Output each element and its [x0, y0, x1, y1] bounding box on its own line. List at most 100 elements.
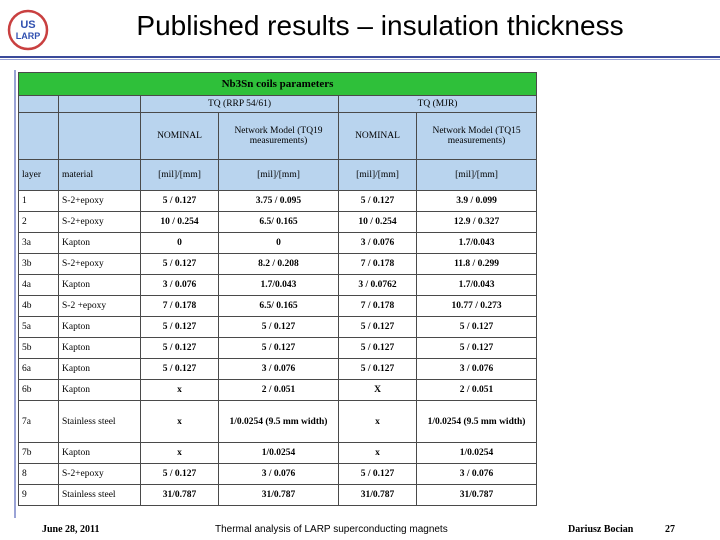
layer-cell: 7b	[18, 442, 59, 464]
value-cell: 1/0.0254	[415, 442, 538, 464]
layer-cell: 3b	[18, 253, 59, 275]
column-header-network-tq15: Network Model (TQ15 measurements)	[415, 112, 538, 160]
value-cell: 1/0.0254 (9.5 mm width)	[218, 400, 339, 443]
table-row: 4a Kapton 3 / 0.076 1.7/0.043 3 / 0.0762 1.7/…	[18, 274, 538, 296]
value-cell: 10.77 / 0.273	[415, 295, 538, 317]
value-cell: 8.2 / 0.208	[218, 253, 339, 275]
value-cell: 2 / 0.051	[218, 379, 339, 401]
table-row: 5a Kapton 5 / 0.127 5 / 0.127 5 / 0.127 5 / 0…	[18, 316, 538, 338]
header-blank	[58, 112, 141, 160]
value-cell: 3 / 0.076	[415, 463, 538, 485]
value-cell: 7 / 0.178	[140, 295, 219, 317]
value-cell: 5 / 0.127	[140, 337, 219, 359]
value-cell: 3 / 0.0762	[338, 274, 417, 296]
value-cell: 3.9 / 0.099	[415, 190, 538, 212]
value-cell: 1.7/0.043	[218, 274, 339, 296]
table-caption: Nb3Sn coils parameters	[17, 72, 538, 96]
value-cell: X	[338, 379, 417, 401]
insulation-table: Nb3Sn coils parameters TQ (RRP 54/61) TQ…	[17, 72, 538, 506]
value-cell: 3 / 0.076	[218, 463, 339, 485]
column-header-material: material	[58, 159, 141, 191]
footer-date: June 28, 2011	[42, 524, 100, 535]
material-cell: S-2+epoxy	[58, 211, 141, 233]
units-cell: [mil]/[mm]	[338, 159, 417, 191]
table-row: 1 S-2+epoxy 5 / 0.127 3.75 / 0.095 5 / 0.127…	[18, 190, 538, 212]
value-cell: 3.75 / 0.095	[218, 190, 339, 212]
value-cell: x	[140, 400, 219, 443]
layer-cell: 1	[18, 190, 59, 212]
layer-cell: 2	[18, 211, 59, 233]
value-cell: 5 / 0.127	[415, 337, 538, 359]
page-number: 27	[665, 524, 675, 535]
table-row: 7a Stainless steel x 1/0.0254 (9.5 mm width…	[18, 400, 538, 443]
table-row: 6b Kapton x 2 / 0.051 X 2 / 0.051	[18, 379, 538, 401]
value-cell: 5 / 0.127	[338, 463, 417, 485]
material-cell: Stainless steel	[58, 484, 141, 506]
value-cell: 3 / 0.076	[338, 232, 417, 254]
material-cell: Kapton	[58, 379, 141, 401]
layer-cell: 5b	[18, 337, 59, 359]
value-cell: 5 / 0.127	[415, 316, 538, 338]
material-cell: S-2+epoxy	[58, 190, 141, 212]
layer-cell: 6a	[18, 358, 59, 380]
logo-line2: LARP	[16, 31, 41, 41]
layer-cell: 3a	[18, 232, 59, 254]
value-cell: 6.5/ 0.165	[218, 211, 339, 233]
header-blank	[58, 95, 141, 113]
value-cell: 2 / 0.051	[415, 379, 538, 401]
value-cell: 5 / 0.127	[140, 463, 219, 485]
value-cell: 11.8 / 0.299	[415, 253, 538, 275]
table-row: 8 S-2+epoxy 5 / 0.127 3 / 0.076 5 / 0.127 3 /…	[18, 463, 538, 485]
value-cell: 10 / 0.254	[338, 211, 417, 233]
value-cell: 5 / 0.127	[140, 316, 219, 338]
material-cell: Kapton	[58, 232, 141, 254]
us-larp-logo: US LARP	[7, 9, 49, 51]
layer-cell: 5a	[18, 316, 59, 338]
table-row: 5b Kapton 5 / 0.127 5 / 0.127 5 / 0.127 5 / 0…	[18, 337, 538, 359]
units-cell: [mil]/[mm]	[415, 159, 538, 191]
group-header-mjr: TQ (MJR)	[337, 95, 538, 113]
value-cell: x	[140, 442, 219, 464]
title-divider-thin	[0, 59, 720, 60]
value-cell: 0	[218, 232, 339, 254]
value-cell: 5 / 0.127	[338, 337, 417, 359]
table-body: 1 S-2+epoxy 5 / 0.127 3.75 / 0.095 5 / 0.127…	[18, 190, 538, 506]
group-header-rrp: TQ (RRP 54/61)	[140, 95, 339, 113]
value-cell: 0	[140, 232, 219, 254]
layer-cell: 8	[18, 463, 59, 485]
material-cell: Kapton	[58, 274, 141, 296]
material-cell: S-2+epoxy	[58, 463, 141, 485]
value-cell: 1/0.0254	[218, 442, 339, 464]
footer-author: Dariusz Bocian	[568, 524, 634, 535]
value-cell: 1.7/0.043	[415, 274, 538, 296]
layer-cell: 9	[18, 484, 59, 506]
column-header-nominal-rrp: NOMINAL	[140, 112, 219, 160]
column-header-nominal-mjr: NOMINAL	[338, 112, 417, 160]
footer-title: Thermal analysis of LARP superconducting…	[215, 524, 448, 535]
value-cell: 7 / 0.178	[338, 253, 417, 275]
value-cell: 31/0.787	[140, 484, 219, 506]
layer-cell: 6b	[18, 379, 59, 401]
value-cell: 1/0.0254 (9.5 mm width)	[415, 400, 538, 443]
value-cell: 31/0.787	[218, 484, 339, 506]
table-row: 7b Kapton x 1/0.0254 x 1/0.0254	[18, 442, 538, 464]
page-title: Published results – insulation thickness	[136, 10, 624, 41]
material-cell: Stainless steel	[58, 400, 141, 443]
column-header-layer: layer	[18, 159, 59, 191]
title-divider	[0, 56, 720, 58]
material-cell: S-2+epoxy	[58, 253, 141, 275]
units-cell: [mil]/[mm]	[140, 159, 219, 191]
units-cell: [mil]/[mm]	[218, 159, 339, 191]
column-header-network-tq19: Network Model (TQ19 measurements)	[218, 112, 339, 160]
material-cell: S-2 +epoxy	[58, 295, 141, 317]
table-row: 9 Stainless steel 31/0.787 31/0.787 31/0.787…	[18, 484, 538, 506]
value-cell: 10 / 0.254	[140, 211, 219, 233]
header-blank	[18, 112, 59, 160]
logo-line1: US	[20, 19, 35, 31]
value-cell: 5 / 0.127	[218, 316, 339, 338]
value-cell: x	[140, 379, 219, 401]
value-cell: 5 / 0.127	[140, 358, 219, 380]
value-cell: 6.5/ 0.165	[218, 295, 339, 317]
table-row: 4b S-2 +epoxy 7 / 0.178 6.5/ 0.165 7 / 0.178…	[18, 295, 538, 317]
value-cell: 3 / 0.076	[218, 358, 339, 380]
